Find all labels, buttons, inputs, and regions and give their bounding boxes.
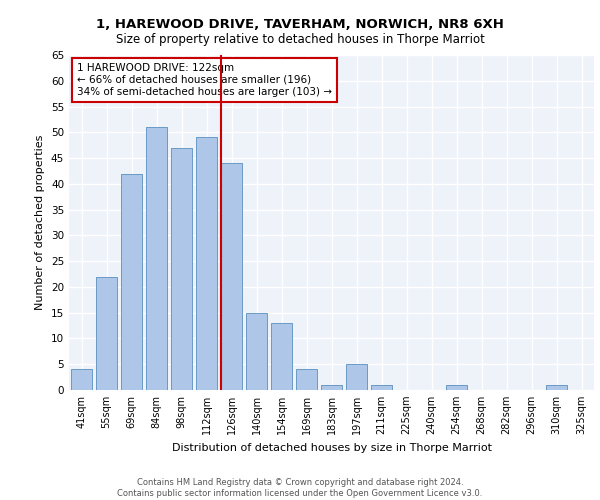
Bar: [96, 276, 117, 390]
Bar: [146, 127, 167, 390]
Bar: [346, 364, 367, 390]
Y-axis label: Number of detached properties: Number of detached properties: [35, 135, 46, 310]
Text: Contains HM Land Registry data © Crown copyright and database right 2024.
Contai: Contains HM Land Registry data © Crown c…: [118, 478, 482, 498]
Text: 1 HAREWOOD DRIVE: 122sqm
← 66% of detached houses are smaller (196)
34% of semi-: 1 HAREWOOD DRIVE: 122sqm ← 66% of detach…: [77, 64, 332, 96]
X-axis label: Distribution of detached houses by size in Thorpe Marriot: Distribution of detached houses by size …: [172, 442, 491, 452]
Bar: [71, 370, 92, 390]
Bar: [446, 385, 467, 390]
Bar: [546, 385, 567, 390]
Bar: [196, 138, 217, 390]
Bar: [371, 385, 392, 390]
Bar: [271, 323, 292, 390]
Text: Size of property relative to detached houses in Thorpe Marriot: Size of property relative to detached ho…: [116, 32, 484, 46]
Bar: [171, 148, 192, 390]
Bar: [221, 163, 242, 390]
Bar: [321, 385, 342, 390]
Bar: [121, 174, 142, 390]
Bar: [296, 370, 317, 390]
Bar: [246, 312, 267, 390]
Text: 1, HAREWOOD DRIVE, TAVERHAM, NORWICH, NR8 6XH: 1, HAREWOOD DRIVE, TAVERHAM, NORWICH, NR…: [96, 18, 504, 30]
